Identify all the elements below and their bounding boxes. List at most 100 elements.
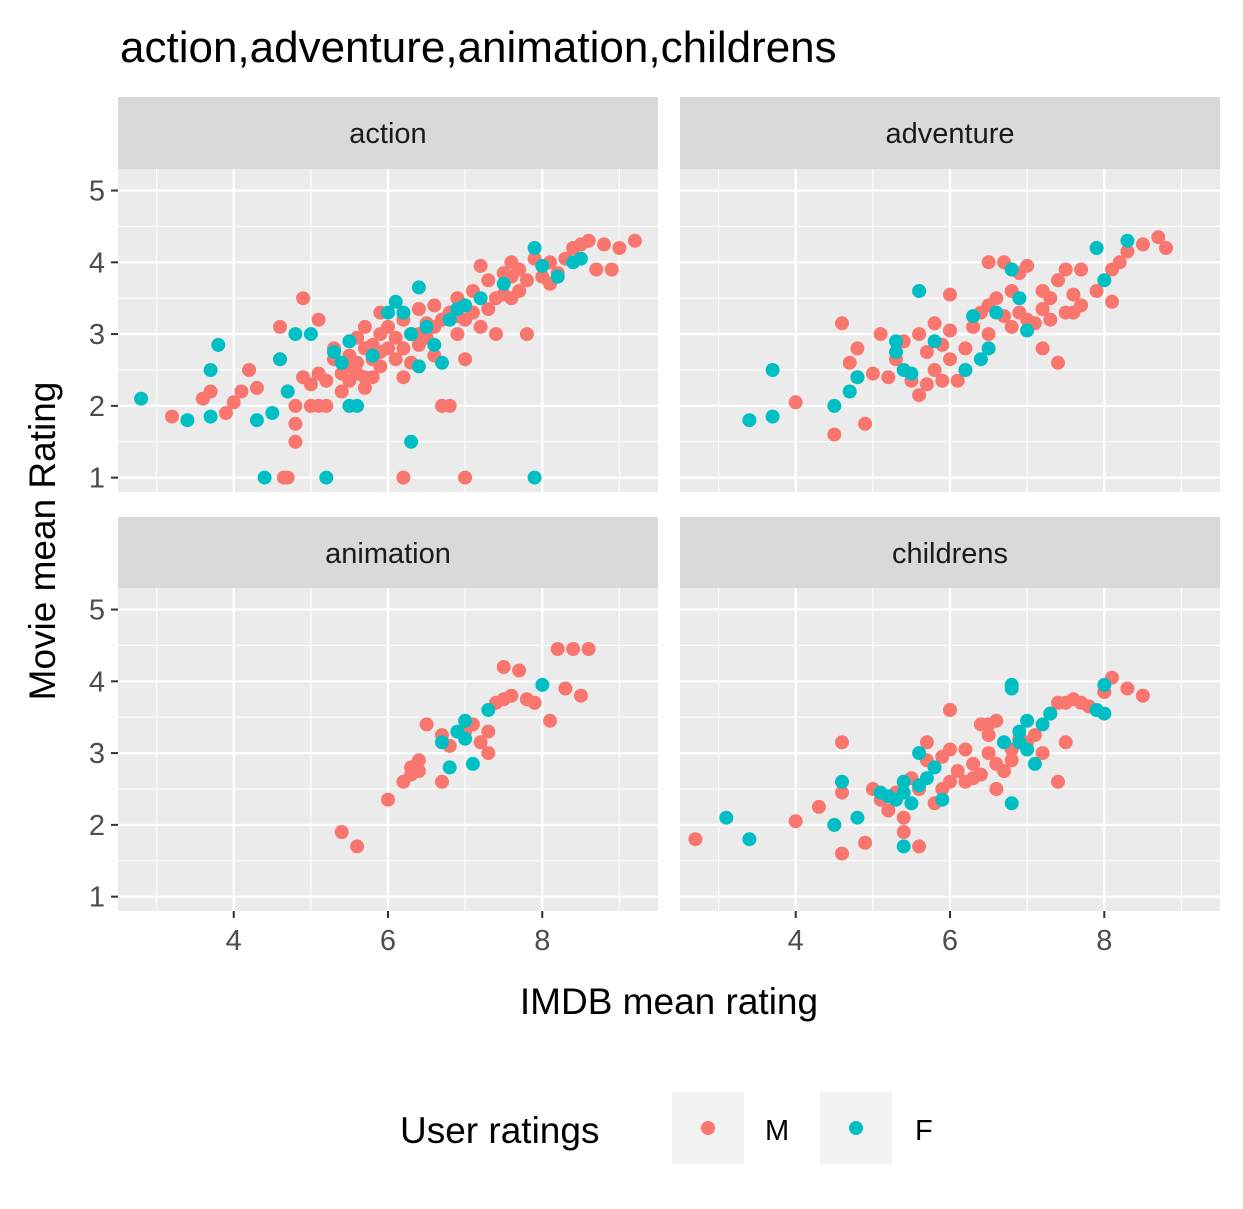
data-point-m: [943, 352, 957, 367]
data-point-f: [765, 363, 780, 377]
data-point-m: [519, 273, 534, 288]
data-point-f: [1097, 677, 1112, 692]
data-point-m: [373, 359, 388, 374]
data-point-f: [904, 796, 919, 811]
data-point-m: [589, 262, 604, 277]
data-point-m: [865, 366, 880, 381]
data-point-m: [496, 660, 511, 674]
data-point-f: [404, 434, 419, 449]
data-point-m: [973, 767, 988, 782]
data-point-m: [1159, 241, 1173, 255]
facet-strip-label: childrens: [892, 538, 1008, 570]
legend-swatch-m: [701, 1121, 715, 1135]
data-point-f: [458, 713, 473, 728]
data-point-m: [981, 746, 996, 761]
data-point-f: [288, 327, 303, 342]
series-f: [742, 233, 1135, 428]
data-point-m: [896, 810, 911, 825]
y-tick-label: 1: [89, 463, 105, 495]
data-point-m: [234, 384, 249, 399]
data-point-m: [1004, 753, 1019, 768]
data-point-m: [334, 825, 349, 839]
data-point-m: [1051, 355, 1065, 370]
series-m: [688, 670, 1150, 861]
data-point-f: [904, 366, 919, 381]
data-point-m: [350, 355, 365, 370]
data-point-m: [943, 742, 957, 757]
data-point-m: [1066, 305, 1081, 320]
data-point-f: [981, 341, 996, 356]
data-point-f: [1020, 713, 1035, 728]
data-point-f: [203, 409, 218, 424]
data-point-f: [889, 345, 903, 359]
legend-label-m: M: [765, 1115, 789, 1147]
data-point-m: [481, 746, 496, 761]
x-tick-label: 6: [380, 925, 396, 957]
data-point-m: [627, 233, 642, 248]
data-point-m: [350, 839, 365, 854]
data-point-m: [835, 785, 849, 800]
data-point-m: [527, 695, 542, 710]
facet-strip-label: adventure: [886, 118, 1015, 150]
y-axis-title: Movie mean Rating: [22, 382, 63, 701]
data-point-f: [280, 384, 295, 399]
facet-panel-childrens: childrens 4 6 8: [680, 517, 1220, 957]
data-point-f: [427, 337, 442, 352]
data-point-m: [912, 327, 927, 342]
data-point-m: [981, 717, 996, 732]
data-point-f: [134, 391, 149, 406]
data-point-m: [1135, 688, 1150, 703]
data-point-m: [396, 370, 411, 385]
data-point-m: [519, 327, 534, 342]
data-point-m: [896, 825, 911, 839]
series-f: [719, 677, 1112, 854]
data-point-f: [1020, 323, 1035, 338]
data-point-m: [288, 416, 303, 431]
data-point-m: [1120, 244, 1135, 259]
legend-title: User ratings: [400, 1110, 599, 1151]
data-point-m: [581, 233, 596, 248]
data-point-f: [319, 470, 334, 485]
data-point-m: [411, 764, 426, 778]
data-point-m: [319, 398, 334, 413]
data-point-m: [543, 713, 557, 728]
data-point-m: [334, 384, 349, 399]
data-point-m: [1120, 681, 1135, 696]
data-point-m: [558, 681, 573, 696]
data-point-f: [958, 363, 973, 377]
data-point-m: [357, 319, 372, 334]
data-point-m: [442, 398, 457, 413]
data-point-m: [919, 377, 934, 392]
data-point-f: [742, 413, 757, 428]
data-point-f: [435, 735, 449, 750]
data-point-f: [211, 337, 226, 352]
data-point-f: [527, 470, 542, 485]
data-point-f: [411, 280, 426, 295]
data-point-f: [1020, 742, 1035, 757]
data-point-f: [1004, 796, 1019, 811]
data-point-m: [566, 642, 581, 656]
data-point-m: [1135, 237, 1150, 252]
chart-title: action,adventure,animation,childrens: [120, 23, 837, 72]
data-point-m: [943, 323, 957, 338]
data-point-m: [943, 774, 957, 789]
data-point-m: [1051, 273, 1065, 288]
data-point-f: [850, 370, 865, 385]
data-point-m: [388, 352, 403, 367]
data-point-m: [1112, 255, 1127, 270]
y-tick-label: 3: [89, 319, 105, 351]
x-tick-label: 8: [534, 925, 550, 957]
data-point-f: [989, 305, 1004, 320]
data-point-m: [919, 735, 934, 750]
data-point-m: [873, 327, 888, 342]
data-point-m: [473, 319, 488, 334]
data-point-f: [535, 258, 550, 273]
data-point-f: [496, 276, 511, 291]
data-point-m: [835, 735, 849, 750]
data-point-m: [226, 395, 241, 410]
data-point-f: [419, 319, 434, 334]
data-point-f: [912, 284, 927, 298]
data-point-m: [311, 312, 326, 327]
data-point-m: [842, 355, 857, 370]
